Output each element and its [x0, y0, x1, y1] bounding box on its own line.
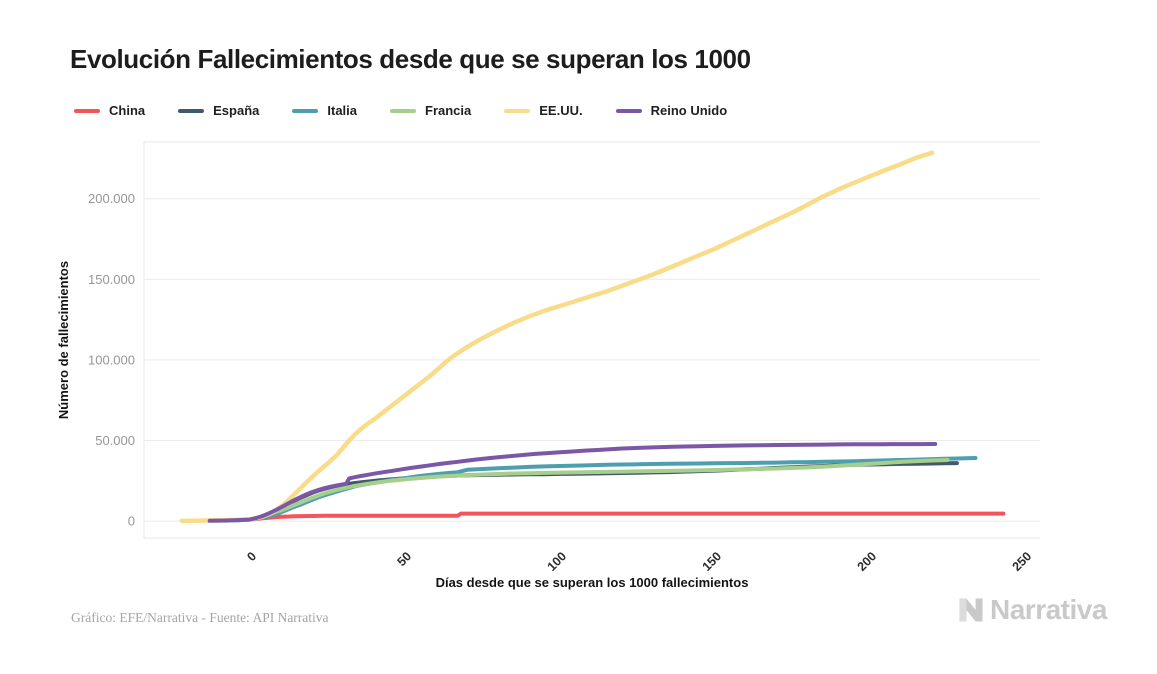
- y-tick-label: 150.000: [88, 272, 135, 287]
- chart-title: Evolución Fallecimientos desde que se su…: [70, 44, 751, 74]
- legend-label: España: [213, 103, 260, 118]
- x-tick-label: 250: [1010, 549, 1035, 574]
- series-line-reino-unido: [207, 442, 938, 523]
- legend-swatch-icon: [292, 108, 319, 113]
- plot-border: [143, 141, 1040, 539]
- legend-label: EE.UU.: [539, 103, 583, 118]
- attribution-text: Gráfico: EFE/Narrativa - Fuente: API Nar…: [71, 610, 329, 625]
- x-axis-title: Días desde que se superan los 1000 falle…: [436, 575, 749, 590]
- legend-label: China: [109, 103, 146, 118]
- y-tick-label: 100.000: [88, 352, 135, 367]
- series-line-francia: [229, 458, 950, 523]
- x-tick-label: 200: [855, 549, 880, 574]
- legend-item-china[interactable]: China: [74, 103, 145, 118]
- y-tick-label: 200.000: [88, 191, 135, 206]
- brand-name: Narrativa: [990, 594, 1107, 625]
- legend-swatch-icon: [74, 108, 100, 113]
- x-tick-label: 0: [244, 549, 259, 564]
- legend-label: Francia: [425, 103, 472, 118]
- brand-logo: Narrativa: [956, 594, 1107, 626]
- legend-item-italia[interactable]: Italia: [292, 103, 357, 118]
- series-line-china: [238, 511, 1006, 522]
- narrativa-logo-icon: [959, 598, 983, 622]
- legend-item-reino-unido[interactable]: Reino Unido: [615, 103, 728, 118]
- legend-label: Italia: [327, 103, 357, 118]
- x-tick-label: 50: [394, 549, 414, 569]
- legend-swatch-icon: [504, 108, 531, 113]
- y-tick-label: 50.000: [95, 433, 135, 448]
- legend-item-francia[interactable]: Francia: [390, 103, 471, 118]
- legend-swatch-icon: [178, 108, 205, 113]
- legend-swatch-icon: [390, 108, 416, 113]
- legend-item-espa-a[interactable]: España: [178, 103, 259, 118]
- legend-item-ee-uu-[interactable]: EE.UU.: [504, 103, 583, 118]
- legend-label: Reino Unido: [650, 103, 728, 118]
- x-tick-label: 100: [545, 549, 570, 574]
- y-axis-title: Número de fallecimientos: [56, 261, 71, 419]
- legend-swatch-icon: [615, 108, 642, 113]
- y-tick-label: 0: [128, 514, 135, 529]
- x-tick-label: 150: [700, 549, 725, 574]
- legend: China España Italia Francia EE.UU. Reino Unid…: [74, 103, 727, 118]
